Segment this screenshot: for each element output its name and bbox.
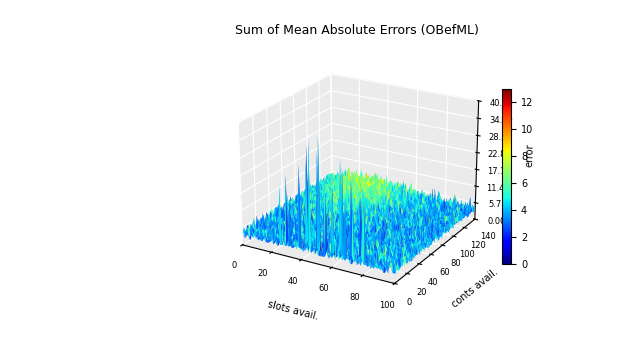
X-axis label: slots avail.: slots avail. <box>267 300 319 322</box>
Y-axis label: conts avail.: conts avail. <box>450 267 500 310</box>
Title: Sum of Mean Absolute Errors (OBefML): Sum of Mean Absolute Errors (OBefML) <box>236 23 479 37</box>
